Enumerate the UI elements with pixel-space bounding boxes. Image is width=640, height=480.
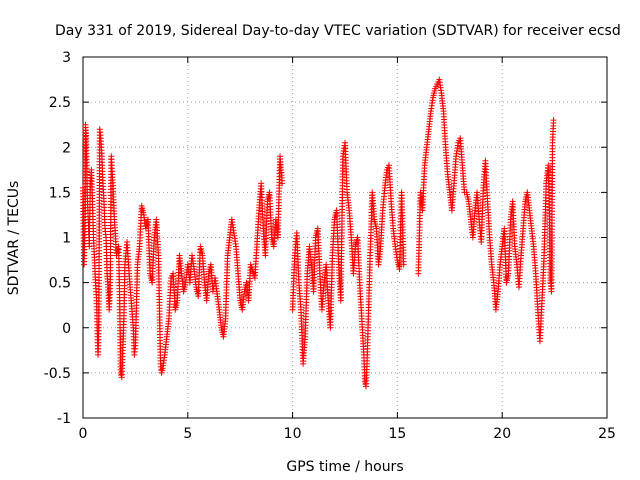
y-tick-label: 1 bbox=[62, 231, 71, 247]
data-point bbox=[279, 180, 286, 187]
y-tick-label: 1.5 bbox=[49, 185, 71, 201]
y-tick-label: 3 bbox=[62, 50, 71, 66]
y-tick-label: 0 bbox=[62, 321, 71, 337]
x-tick-labels: 0 5 10 15 20 25 bbox=[79, 426, 616, 442]
x-tick-label: 5 bbox=[183, 426, 192, 442]
data-points bbox=[80, 76, 557, 390]
y-tick-label: -0.5 bbox=[44, 366, 71, 382]
y-tick-label: -1 bbox=[57, 411, 71, 427]
x-tick-label: 10 bbox=[284, 426, 302, 442]
y-tick-labels: -1 -0.5 0 0.5 1 1.5 2 2.5 3 bbox=[44, 50, 71, 427]
x-tick-label: 15 bbox=[388, 426, 406, 442]
x-tick-label: 0 bbox=[79, 426, 88, 442]
data-point bbox=[400, 261, 407, 268]
y-tick-label: 0.5 bbox=[49, 276, 71, 292]
y-axis-label: SDTVAR / TECUs bbox=[6, 181, 22, 296]
y-tick-label: 2.5 bbox=[49, 95, 71, 111]
x-tick-label: 20 bbox=[493, 426, 511, 442]
x-tick-label: 25 bbox=[598, 426, 616, 442]
x-axis-label: GPS time / hours bbox=[286, 459, 403, 475]
data-point bbox=[550, 117, 557, 124]
chart-title: Day 331 of 2019, Sidereal Day-to-day VTE… bbox=[55, 23, 621, 39]
y-tick-label: 2 bbox=[62, 140, 71, 156]
